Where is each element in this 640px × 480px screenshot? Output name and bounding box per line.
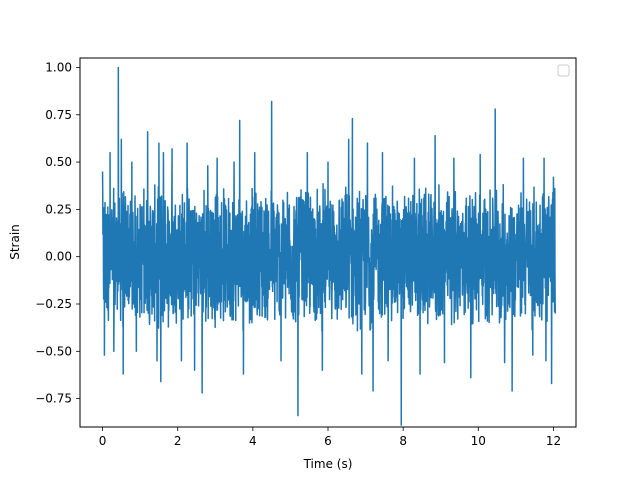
- y-tick-label: 0.75: [45, 108, 72, 122]
- x-tick-label: 10: [471, 434, 486, 448]
- x-tick-label: 0: [99, 434, 107, 448]
- y-tick-label: −0.50: [35, 344, 72, 358]
- x-axis: 0 2 4 6 8 10 12: [99, 427, 561, 448]
- x-tick-label: 8: [399, 434, 407, 448]
- y-axis: −0.75 −0.50 −0.25 0.00 0.25 0.50 0.75 1.00: [35, 60, 80, 406]
- signal-line: [101, 66, 557, 426]
- y-tick-label: 1.00: [45, 60, 72, 74]
- y-tick-label: 0.25: [45, 202, 72, 216]
- x-axis-label: Time (s): [303, 457, 353, 471]
- y-axis-label: Strain: [8, 224, 22, 260]
- x-tick-label: 12: [546, 434, 561, 448]
- x-tick-label: 2: [174, 434, 182, 448]
- y-tick-label: −0.25: [35, 297, 72, 311]
- y-tick-label: 0.50: [45, 155, 72, 169]
- y-tick-label: 0.00: [45, 250, 72, 264]
- legend-box: [557, 64, 570, 77]
- x-tick-label: 4: [249, 434, 257, 448]
- x-tick-label: 6: [324, 434, 332, 448]
- y-tick-label: −0.75: [35, 392, 72, 406]
